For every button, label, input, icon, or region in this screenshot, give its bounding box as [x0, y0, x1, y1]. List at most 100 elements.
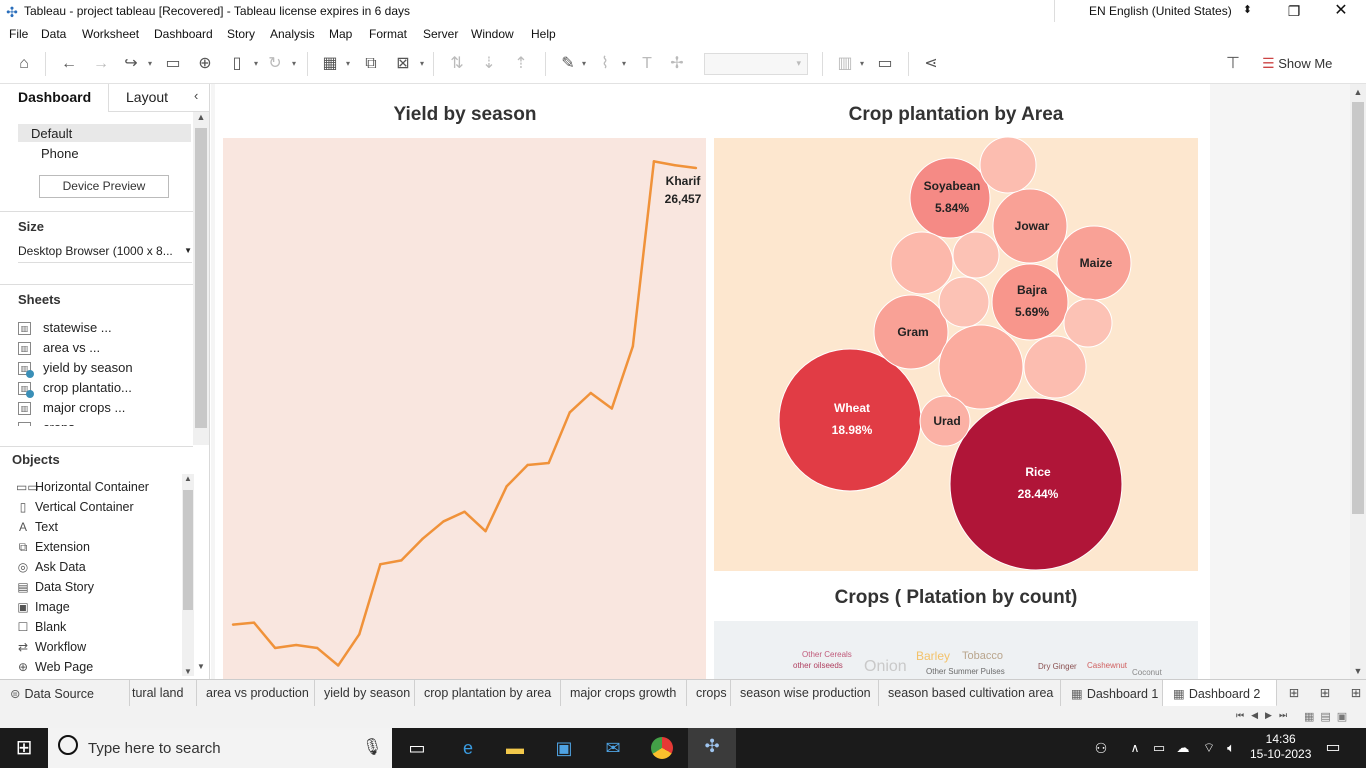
yield-point[interactable] — [484, 529, 487, 533]
device-default[interactable]: Default — [18, 124, 191, 142]
clear-sheet-icon[interactable]: ⊠ — [396, 55, 410, 72]
yield-point[interactable] — [294, 643, 298, 647]
bubble-maize[interactable]: Maize — [1056, 225, 1132, 301]
close-window-button[interactable]: ✕ — [1334, 2, 1348, 19]
bubble[interactable] — [938, 276, 990, 328]
bubble[interactable] — [1063, 298, 1113, 348]
bubble-circle[interactable] — [919, 395, 971, 447]
battery-icon[interactable]: ▭ — [1152, 740, 1166, 755]
sort-descending-icon[interactable]: ⇡ — [514, 55, 528, 72]
sheet-tab[interactable]: area vs production — [197, 680, 315, 707]
bubble-gram[interactable]: Gram — [873, 294, 949, 370]
yield-point[interactable] — [610, 407, 614, 410]
yield-point[interactable] — [358, 633, 361, 636]
windows-start-icon[interactable]: ⊞ — [15, 737, 33, 759]
yield-point[interactable] — [505, 485, 508, 488]
show-cards-icon[interactable]: ▥ — [837, 55, 853, 72]
file-explorer-icon[interactable]: ▬ — [506, 738, 524, 758]
yield-point[interactable] — [252, 621, 256, 624]
restore-window-button[interactable]: ❐ — [1287, 3, 1301, 19]
wordcloud-word[interactable]: Other Cereals — [802, 650, 852, 659]
microphone-icon[interactable]: 🎙 — [362, 739, 383, 756]
bubble-circle[interactable] — [979, 136, 1037, 194]
bubble-rice[interactable]: Rice 28.44% — [949, 397, 1123, 571]
sort-ascending-icon[interactable]: ⇣ — [482, 55, 496, 72]
yield-point[interactable] — [337, 664, 340, 667]
bubble-circle[interactable] — [1063, 298, 1113, 348]
bubble-circle[interactable] — [952, 231, 1000, 279]
bubble-circle[interactable] — [992, 188, 1068, 264]
yield-point[interactable] — [379, 563, 382, 566]
show-labels-icon[interactable]: T — [642, 55, 652, 72]
view-toggle-icons[interactable]: ▦▤▣ — [1304, 711, 1354, 723]
format-painter-icon[interactable]: ⊤ — [1226, 55, 1240, 72]
taskbar-search[interactable]: Type here to search 🎙 — [48, 728, 392, 768]
bubble-circle[interactable] — [778, 348, 922, 492]
yield-point[interactable] — [652, 160, 656, 163]
refresh-icon[interactable]: ↻ — [268, 55, 282, 72]
sheet-nav-icons[interactable]: ⏮◀▶⏭ — [1236, 710, 1295, 720]
yield-point[interactable] — [400, 559, 403, 562]
menu-file[interactable]: File — [9, 27, 29, 41]
yield-point[interactable] — [273, 646, 277, 650]
sheet-tab[interactable]: tural land — [130, 680, 197, 707]
presentation-mode-icon[interactable]: ▭ — [877, 55, 893, 72]
share-icon[interactable]: ⋖ — [924, 55, 938, 72]
canvas-scrollbar[interactable]: ▲ ▼ — [1350, 84, 1366, 679]
bubble-circle[interactable] — [949, 397, 1123, 571]
new-worksheet-tab-icon[interactable]: ⊞ — [1288, 686, 1300, 700]
task-view-icon[interactable]: ▭ — [408, 738, 426, 758]
yield-point[interactable] — [673, 164, 677, 167]
bubble[interactable] — [1023, 335, 1087, 399]
menu-help[interactable]: Help — [531, 27, 556, 41]
menu-analysis[interactable]: Analysis — [270, 27, 315, 41]
home-icon[interactable]: ⌂ — [19, 55, 29, 72]
yield-point[interactable] — [442, 520, 445, 523]
sheet-tab[interactable]: crop plantation by area — [415, 680, 561, 707]
wordcloud-word[interactable]: Coconut — [1132, 668, 1163, 677]
undo-icon[interactable]: ← — [61, 55, 77, 72]
fix-axes-icon[interactable]: ✢ — [670, 55, 684, 72]
wordcloud-word[interactable]: Other Summer Pulses — [926, 667, 1005, 676]
new-story-tab-icon[interactable]: ⊞ — [1350, 686, 1362, 700]
fit-select[interactable]: ▾ — [704, 53, 808, 75]
device-phone[interactable]: Phone — [41, 146, 79, 161]
wordcloud-word[interactable]: Onion — [864, 658, 907, 675]
bubble[interactable] — [952, 231, 1000, 279]
size-select[interactable]: Desktop Browser (1000 x 8... ▼ — [18, 244, 192, 258]
menu-format[interactable]: Format — [369, 27, 408, 41]
wordcloud-word[interactable]: Cashewnut — [1087, 661, 1128, 670]
new-dashboard-tab-icon[interactable]: ⊞ — [1319, 686, 1331, 700]
bubble-urad[interactable]: Urad — [919, 395, 971, 447]
sheet-tab[interactable]: ⊜ Data Source — [0, 680, 130, 707]
mail-icon[interactable]: ✉ — [605, 738, 621, 758]
yield-point[interactable] — [547, 461, 550, 465]
wordcloud-word[interactable]: Dry Ginger — [1038, 662, 1077, 671]
wordcloud-word[interactable]: Barley — [916, 649, 950, 663]
menu-worksheet[interactable]: Worksheet — [82, 27, 140, 41]
sheet-tab[interactable]: crops — [687, 680, 731, 707]
sheet-tab[interactable]: major crops growth — [561, 680, 687, 707]
collapse-panel-icon[interactable]: ‹ — [194, 88, 199, 103]
menu-story[interactable]: Story — [227, 27, 256, 41]
tab-dashboard[interactable]: Dashboard — [18, 89, 92, 105]
bubble-bajra[interactable]: Bajra 5.69% — [991, 263, 1069, 341]
yield-point[interactable] — [568, 411, 571, 414]
yield-point[interactable] — [421, 537, 424, 541]
store-icon[interactable]: ▣ — [555, 738, 573, 758]
save-icon[interactable]: ▭ — [165, 55, 181, 72]
new-worksheet-icon[interactable]: ▦ — [322, 55, 338, 72]
volume-icon[interactable]: 🔈︎ — [1227, 740, 1235, 755]
tab-layout[interactable]: Layout — [126, 89, 169, 105]
wordcloud-word[interactable]: other oilseeds — [793, 661, 843, 670]
bubble-circle[interactable] — [873, 294, 949, 370]
bubble[interactable] — [979, 136, 1037, 194]
sheet-tab[interactable]: yield by season — [315, 680, 415, 707]
sheet-tab[interactable]: ▦ Dashboard 2 — [1163, 680, 1277, 707]
objects-scrollbar[interactable]: ▲ ▼ — [182, 474, 194, 676]
language-select[interactable]: EN English (United States) ⬍ — [1054, 0, 1264, 22]
bubble-circle[interactable] — [890, 231, 954, 295]
wifi-icon[interactable]: ⌔ — [1202, 740, 1216, 755]
sheet-tab[interactable]: season wise production — [731, 680, 879, 707]
duplicate-sheet-icon[interactable]: ⧉ — [365, 55, 377, 72]
